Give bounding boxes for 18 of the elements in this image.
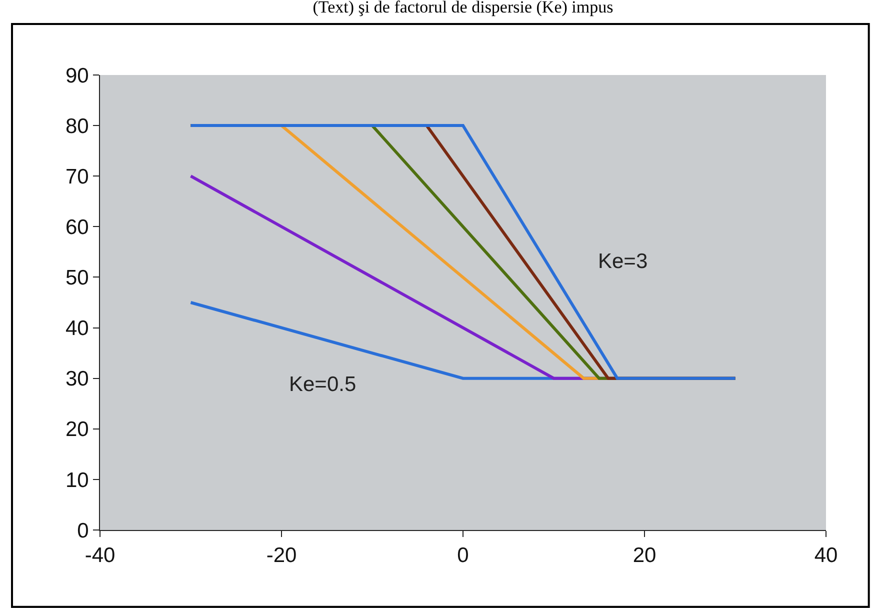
- y-tick-label: 30: [65, 368, 89, 391]
- y-tick-label: 40: [65, 317, 89, 340]
- x-tick-label: 0: [457, 544, 469, 568]
- y-tick-label: 50: [65, 266, 89, 290]
- y-tick-label: 90: [65, 64, 89, 88]
- y-tick-label: 20: [65, 418, 89, 442]
- y-tick-label: 0: [77, 519, 89, 542]
- x-tick-label: 20: [632, 544, 656, 568]
- y-tick-label: 70: [65, 165, 89, 188]
- x-tick-label: -40: [84, 544, 116, 568]
- annotation: Ke=3: [598, 250, 648, 273]
- chart-title: (Text) şi de factorul de dispersie (Ke) impus: [312, 0, 614, 17]
- y-tick-label: 60: [65, 216, 89, 240]
- annotation: Ke=0.5: [289, 373, 356, 396]
- x-tick-label: 40: [814, 544, 838, 568]
- y-tick-label: 10: [65, 468, 89, 492]
- x-tick-label: -20: [266, 544, 297, 568]
- y-tick-label: 80: [65, 114, 89, 138]
